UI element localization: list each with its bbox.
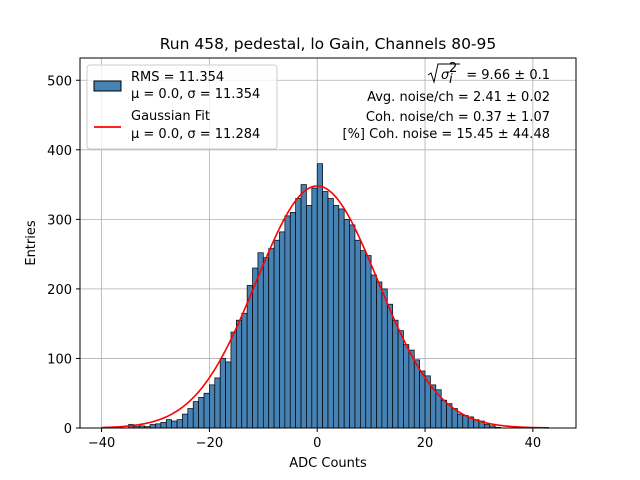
legend-fit-label: Gaussian Fit <box>131 109 210 124</box>
coh-noise-text: Coh. noise/ch = 0.37 ± 1.07 <box>366 110 550 125</box>
histogram-bar <box>322 191 329 429</box>
y-tick-label: 400 <box>47 144 72 159</box>
legend-histogram-swatch <box>93 80 122 92</box>
y-tick-label: 0 <box>64 422 72 437</box>
histogram-bar <box>187 408 194 429</box>
histogram-bar <box>268 248 275 429</box>
histogram-bar <box>300 184 307 429</box>
histogram-bar <box>419 370 426 429</box>
legend-box <box>86 64 278 150</box>
y-tick-label: 100 <box>47 352 72 367</box>
histogram-bar <box>413 359 421 429</box>
legend: RMS = 11.354 μ = 0.0, σ = 11.354 Gaussia… <box>86 64 278 150</box>
histogram-bar <box>295 198 302 429</box>
histogram-bar <box>354 239 361 429</box>
sqrt-symbol <box>427 63 460 84</box>
sigma-symbol: σ <box>441 68 450 83</box>
histogram-bar <box>370 274 377 429</box>
sigma-superscript: 2 <box>449 61 457 76</box>
histogram-bar <box>359 250 367 429</box>
chart-title: Run 458, pedestal, lo Gain, Channels 80-… <box>160 35 497 53</box>
legend-fit-stats: μ = 0.0, σ = 11.284 <box>131 127 260 142</box>
pct-coh-noise-text: [%] Coh. noise = 15.45 ± 44.48 <box>343 127 551 142</box>
histogram-bar <box>392 319 399 429</box>
histogram-bar <box>192 401 199 429</box>
histogram-bar <box>483 424 491 429</box>
histogram-bar <box>279 231 286 429</box>
histogram-bar <box>219 358 226 429</box>
axes-frame <box>79 57 577 429</box>
histogram-bar <box>209 384 216 429</box>
histogram-bar <box>403 344 410 429</box>
histogram-bar <box>408 349 415 429</box>
x-tick-label: −40 <box>88 436 115 451</box>
sigma-value: = 9.66 ± 0.1 <box>462 68 550 83</box>
histogram-bar <box>338 208 345 429</box>
histogram-bar <box>246 285 253 429</box>
histogram-bar <box>365 255 372 429</box>
histogram-bar <box>214 377 221 429</box>
histogram-bar <box>165 419 173 429</box>
histogram-bar <box>386 303 394 429</box>
y-tick-label: 500 <box>47 74 72 89</box>
histogram-bar <box>316 163 323 429</box>
histogram-bar <box>262 257 270 429</box>
noise-annotations: σ i 2 = 9.66 ± 0.1 Avg. noise/ch = 2.41 … <box>343 61 551 142</box>
histogram-bar <box>273 239 280 429</box>
avg-noise-text: Avg. noise/ch = 2.41 ± 0.02 <box>367 90 550 105</box>
y-tick-label: 300 <box>47 213 72 228</box>
y-axis-label: Entries <box>24 220 39 266</box>
histogram-bar <box>289 212 297 429</box>
histogram-bar <box>230 331 237 429</box>
histogram-bar <box>397 330 404 429</box>
histogram-bar <box>241 312 248 429</box>
x-axis-label: ADC Counts <box>289 456 367 471</box>
histogram-bar <box>457 413 464 429</box>
histogram-bar <box>333 205 340 429</box>
x-tick-label: 20 <box>417 436 434 451</box>
x-tick-label: 40 <box>525 436 542 451</box>
histogram-bar <box>306 205 313 429</box>
histogram-bar <box>203 392 210 429</box>
histogram-bar <box>284 215 291 429</box>
histogram-bar <box>252 267 259 429</box>
histogram-bar <box>440 399 447 429</box>
y-axis-ticks: 0 100 200 300 400 500 <box>47 74 80 437</box>
legend-histogram-label: RMS = 11.354 <box>131 70 224 85</box>
histogram-bar <box>349 224 356 429</box>
histogram-bar <box>451 408 458 429</box>
histogram-bar <box>376 281 383 429</box>
histogram-bar <box>149 424 156 429</box>
histogram-bar <box>235 319 243 429</box>
histogram-bar <box>182 413 189 429</box>
histogram-bar <box>155 423 162 429</box>
x-axis-ticks: −40 −20 0 20 40 <box>88 428 541 451</box>
histogram-bar <box>311 187 318 429</box>
gaussian-fit-line <box>101 185 550 429</box>
histogram-bar <box>225 361 232 429</box>
x-tick-label: 0 <box>313 436 321 451</box>
histogram-bars <box>128 163 501 429</box>
histogram-bar <box>327 198 334 429</box>
histogram-bar <box>198 397 205 429</box>
histogram-bar <box>343 219 350 429</box>
histogram-bar <box>160 422 167 429</box>
y-tick-label: 200 <box>47 283 72 298</box>
histogram-bar <box>381 288 388 429</box>
x-tick-label: −20 <box>196 436 223 451</box>
legend-histogram-stats: μ = 0.0, σ = 11.354 <box>131 87 260 102</box>
histogram-bar <box>171 420 178 429</box>
sigma-subscript: i <box>449 72 453 87</box>
histogram-bar <box>257 252 264 429</box>
histogram-bar <box>176 419 183 429</box>
